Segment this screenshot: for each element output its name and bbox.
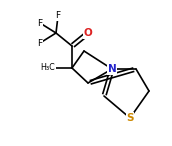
- Text: O: O: [84, 28, 92, 38]
- Text: F: F: [37, 39, 42, 47]
- Text: N: N: [108, 64, 116, 74]
- Text: S: S: [126, 113, 134, 123]
- Text: F: F: [37, 19, 42, 27]
- Text: F: F: [55, 12, 61, 20]
- Text: H₃C: H₃C: [41, 64, 55, 73]
